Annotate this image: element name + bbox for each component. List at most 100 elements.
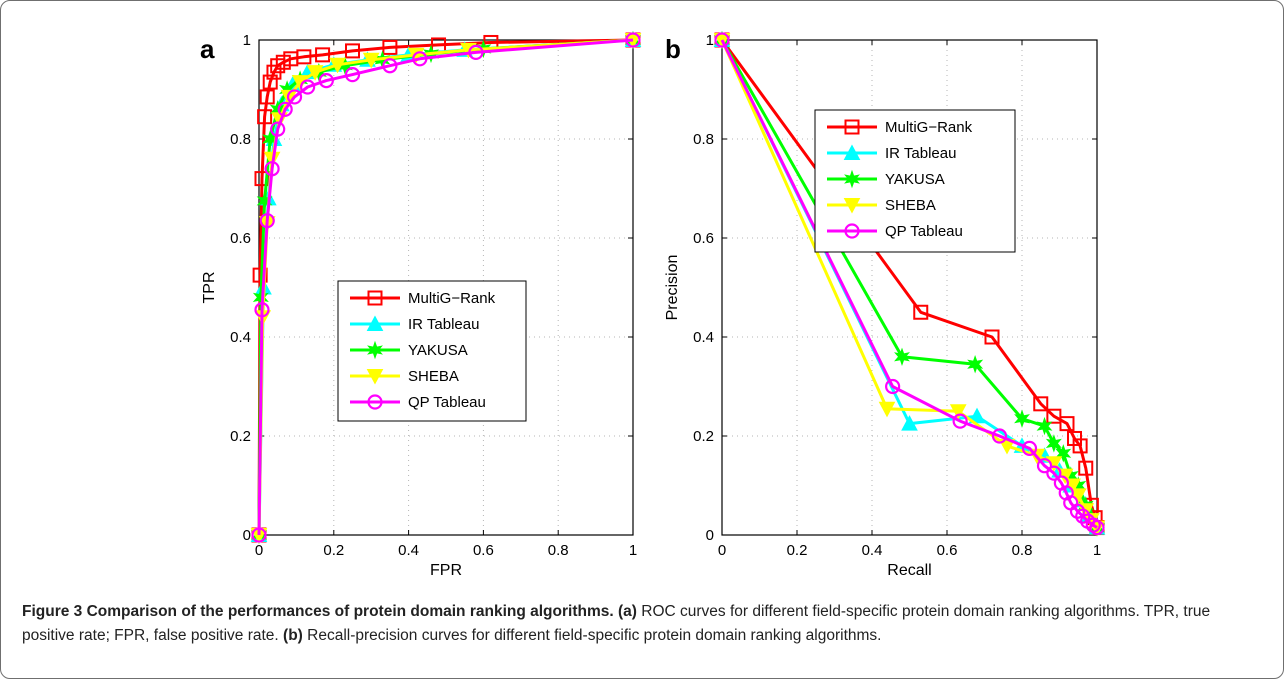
data-point (1069, 488, 1087, 504)
legend-label: MultiG−Rank (408, 290, 496, 307)
legend-marker (366, 315, 384, 331)
data-point (991, 428, 1008, 444)
x-tick-label: 1 (629, 542, 637, 559)
x-tick-label: 0.4 (862, 542, 883, 559)
legend-label: MultiG−Rank (885, 119, 973, 136)
legend-marker (367, 394, 383, 410)
series-4 (714, 32, 1105, 536)
data-point (254, 171, 270, 187)
data-point (300, 79, 316, 95)
legend-marker (844, 223, 860, 239)
panel-letter: a (200, 34, 215, 64)
legend-label: IR Tableau (408, 316, 479, 333)
y-tick-label: 0.4 (230, 329, 251, 346)
y-tick-label: 0.4 (693, 329, 714, 346)
series-line (720, 39, 1098, 529)
data-point (625, 32, 641, 48)
legend-marker (843, 144, 861, 160)
x-tick-label: 0.2 (787, 542, 808, 559)
data-point (306, 65, 324, 81)
data-point (878, 401, 896, 418)
data-point (262, 74, 278, 90)
data-point (286, 89, 303, 105)
data-point (382, 39, 398, 55)
data-point (254, 302, 270, 318)
x-tick-label: 1 (1093, 542, 1101, 559)
data-point (1014, 409, 1030, 428)
data-point (257, 109, 273, 125)
data-point (952, 413, 968, 429)
legend-marker (366, 369, 384, 385)
data-point (468, 44, 484, 60)
caption-text-a: ROC curves for different field-specific … (22, 603, 1211, 644)
chart-panel-b: 0 0.2 0.4 0.6 0.8 1 0 0.2 0.4 0.6 0.8 1 Recall Precis… (664, 30, 1106, 579)
x-axis-label: FPR (430, 562, 462, 579)
legend-marker (843, 198, 861, 214)
data-point (1089, 519, 1105, 536)
data-point (345, 43, 360, 59)
data-point (1072, 438, 1088, 454)
legend-label: QP Tableau (885, 223, 963, 240)
y-axis-label: TPR (201, 272, 218, 304)
x-tick-label: 0 (255, 542, 263, 559)
data-point (968, 407, 986, 424)
data-point (412, 51, 428, 67)
data-point (1021, 440, 1038, 456)
y-tick-label: 0.6 (230, 230, 251, 247)
data-point (1036, 458, 1053, 474)
data-point (1059, 416, 1075, 432)
data-point (1045, 434, 1062, 453)
legend-marker (844, 119, 860, 135)
legend: MultiG−Rank IR Tableau YAKUSA SHEBA QP Table… (337, 280, 527, 422)
data-point (885, 378, 901, 395)
series-4 (251, 32, 641, 543)
y-tick-label: 1 (706, 32, 714, 49)
axes-box (721, 39, 1098, 536)
data-point (984, 329, 1000, 345)
series-0 (251, 32, 641, 543)
x-tick-label: 0.8 (1012, 542, 1033, 559)
y-tick-label: 0.8 (230, 131, 251, 148)
legend-label: YAKUSA (408, 342, 468, 359)
data-point (296, 49, 312, 65)
legend-label: SHEBA (408, 368, 459, 385)
y-tick-label: 0 (243, 527, 251, 544)
data-point (277, 101, 293, 117)
x-tick-label: 0.2 (323, 542, 344, 559)
data-point (259, 213, 275, 229)
x-tick-label: 0.4 (398, 542, 419, 559)
data-point (256, 191, 273, 211)
y-tick-label: 0.8 (693, 131, 714, 148)
data-point (1033, 396, 1049, 412)
data-point (1075, 508, 1091, 524)
y-tick-label: 0 (706, 527, 714, 544)
data-point (901, 415, 918, 431)
legend-marker (844, 169, 860, 189)
data-point (967, 354, 984, 374)
caption-text-b: Recall-precision curves for different fi… (307, 627, 882, 644)
legend-label: IR Tableau (885, 145, 956, 162)
y-tick-label: 0.6 (693, 230, 714, 247)
caption-ref-b: (b) (283, 627, 303, 644)
data-point (1055, 444, 1072, 463)
y-tick-label: 0.2 (230, 428, 251, 445)
caption-ref-a: (a) (617, 603, 637, 620)
data-point (329, 57, 346, 74)
figure-svg: 0 0.2 0.4 0.6 0.8 1 0 0.2 0.4 0.6 0.8 1 FPR TPR a Multi… (200, 30, 1106, 579)
chart-panel-a: 0 0.2 0.4 0.6 0.8 1 0 0.2 0.4 0.6 0.8 1 FPR TPR a Multi… (200, 30, 642, 579)
x-tick-label: 0.6 (937, 542, 958, 559)
legend: MultiG−Rank IR Tableau YAKUSA SHEBA QP Table… (814, 109, 1016, 253)
data-point (315, 47, 331, 63)
data-point (714, 32, 730, 48)
data-point (264, 161, 280, 177)
y-axis-label: Precision (664, 255, 681, 321)
x-tick-label: 0.8 (548, 542, 569, 559)
legend-label: YAKUSA (885, 171, 945, 188)
data-point (382, 58, 398, 74)
data-point (270, 121, 286, 137)
data-point (894, 347, 910, 367)
x-axis-label: Recall (887, 562, 931, 579)
caption-title: Figure 3 Comparison of the performances … (22, 603, 614, 620)
data-point (251, 527, 267, 543)
figure-caption: Figure 3 Comparison of the performances … (22, 600, 1262, 648)
